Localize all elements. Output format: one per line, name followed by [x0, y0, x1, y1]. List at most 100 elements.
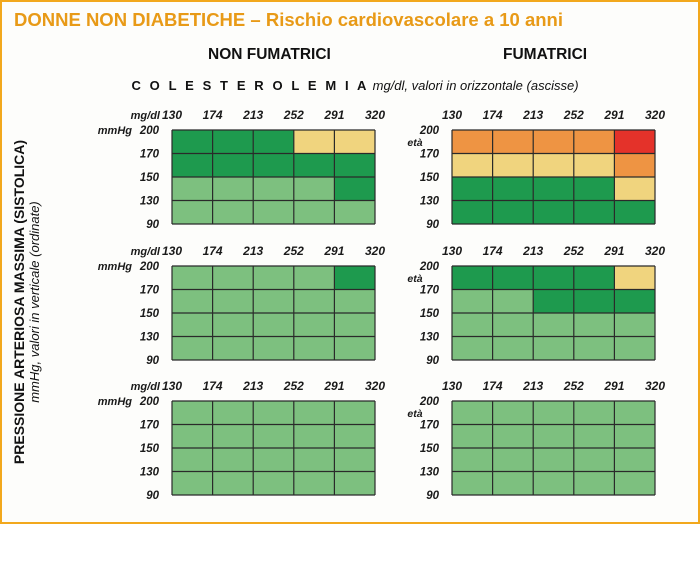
- heatmap-cell: [172, 424, 213, 448]
- x-axis-caption-title: C O L E S T E R O L E M I A: [131, 78, 369, 93]
- heatmap-cell: [492, 153, 534, 177]
- x-axis-caption-unit: mg/dl, valori in orizzontale (ascisse): [369, 78, 579, 93]
- x-tick-label: 291: [323, 379, 344, 393]
- y-unit-label: mmHg: [98, 125, 133, 137]
- x-tick-label: 252: [283, 108, 304, 122]
- y-tick-label: 130: [140, 196, 160, 208]
- x-unit-label: mg/dl: [131, 246, 161, 258]
- y-tick-label: 130: [420, 332, 440, 344]
- heatmap-cell: [492, 424, 534, 448]
- heatmap-cell: [212, 130, 254, 154]
- x-tick-label: 174: [483, 379, 503, 393]
- x-unit-label: mg/dl: [131, 381, 161, 393]
- x-tick-label: 213: [242, 379, 263, 393]
- heatmap-cell: [573, 313, 615, 337]
- x-tick-label: 213: [522, 379, 543, 393]
- heatmap-cell: [172, 313, 213, 337]
- heatmap-cell: [452, 289, 493, 313]
- x-tick-label: 291: [603, 244, 624, 258]
- heatmap-cell: [492, 401, 534, 425]
- heatmap-cell: [293, 471, 335, 495]
- heatmap-cell: [253, 177, 294, 201]
- y-tick-label: 90: [426, 219, 439, 231]
- page-title: DONNE NON DIABETICHE – Rischio cardiovas…: [14, 9, 563, 30]
- y-tick-label: 90: [146, 490, 159, 502]
- heatmap-cell: [492, 313, 534, 337]
- heatmap-cell: [253, 336, 294, 360]
- y-tick-label: 130: [140, 467, 160, 479]
- x-tick-label: 174: [203, 244, 223, 258]
- y-tick-label: 90: [146, 219, 159, 231]
- heatmap-cell: [573, 177, 615, 201]
- heatmap-cell: [573, 424, 615, 448]
- y-tick-label: 130: [420, 196, 440, 208]
- heatmap-cell: [334, 313, 375, 337]
- x-tick-label: 213: [522, 244, 543, 258]
- heatmap-cell: [533, 130, 574, 154]
- heatmap-cell: [533, 471, 574, 495]
- heatmap-cell: [452, 336, 493, 360]
- x-tick-label: 252: [283, 379, 304, 393]
- risk-charts: 130 174 213 252 291 320 200 170 150 130 90 mg/dl mmH…: [98, 108, 666, 502]
- x-tick-label: 213: [522, 108, 543, 122]
- heatmap-cell: [212, 153, 254, 177]
- heatmap-cell: [253, 289, 294, 313]
- heatmap-cell: [492, 289, 534, 313]
- heatmap-cell: [293, 336, 335, 360]
- heatmap-cell: [253, 200, 294, 224]
- heatmap-cell: [253, 313, 294, 337]
- x-tick-label: 291: [603, 379, 624, 393]
- heatmap-cell: [533, 177, 574, 201]
- x-tick-label: 252: [563, 108, 584, 122]
- y-tick-label: 200: [139, 396, 160, 408]
- x-tick-label: 174: [483, 244, 503, 258]
- heatmap-cell: [334, 177, 375, 201]
- heatmap-cell: [533, 401, 574, 425]
- heatmap-cell: [253, 401, 294, 425]
- heatmap-cell: [533, 448, 574, 472]
- heatmap-cell: [533, 200, 574, 224]
- heatmap-cell: [492, 471, 534, 495]
- heatmap-cell: [452, 471, 493, 495]
- heatmap-cell: [614, 153, 655, 177]
- heatmap-cell: [293, 130, 335, 154]
- group-label-smokers: FUMATRICI: [503, 46, 588, 63]
- heatmap-cell: [253, 424, 294, 448]
- heatmap-cell: [452, 266, 493, 290]
- heatmap-cell: [212, 289, 254, 313]
- heatmap-cell: [452, 313, 493, 337]
- heatmap-cell: [573, 153, 615, 177]
- heatmap-cell: [334, 448, 375, 472]
- heatmap-cell: [573, 266, 615, 290]
- y-tick-label: 150: [420, 172, 440, 184]
- x-tick-label: 320: [645, 379, 665, 393]
- y-tick-label: 170: [140, 149, 160, 161]
- heatmap-cell: [293, 289, 335, 313]
- heatmap-cell: [212, 401, 254, 425]
- y-tick-label: 200: [419, 125, 440, 137]
- heatmap-cell: [253, 130, 294, 154]
- heatmap-cell: [293, 313, 335, 337]
- heatmap-cell: [452, 177, 493, 201]
- heatmap-cell: [573, 471, 615, 495]
- heatmap-cell: [614, 336, 655, 360]
- heatmap-cell: [334, 336, 375, 360]
- heatmap-cell: [492, 130, 534, 154]
- heatmap-cell: [533, 313, 574, 337]
- x-tick-label: 130: [442, 379, 462, 393]
- group-label-non-smokers: NON FUMATRICI: [208, 46, 331, 63]
- x-unit-label: mg/dl: [131, 110, 161, 122]
- age-label: età: [407, 408, 422, 420]
- heatmap-cell: [172, 336, 213, 360]
- x-tick-label: 174: [483, 108, 503, 122]
- heatmap-cell: [212, 471, 254, 495]
- y-unit-label: mmHg: [98, 261, 133, 273]
- age-label: età: [407, 273, 422, 285]
- heatmap-cell: [293, 424, 335, 448]
- heatmap-cell: [573, 401, 615, 425]
- y-tick-label: 170: [140, 420, 160, 432]
- y-tick-label: 150: [420, 443, 440, 455]
- heatmap-cell: [253, 471, 294, 495]
- heatmap-cell: [293, 401, 335, 425]
- y-tick-label: 150: [140, 172, 160, 184]
